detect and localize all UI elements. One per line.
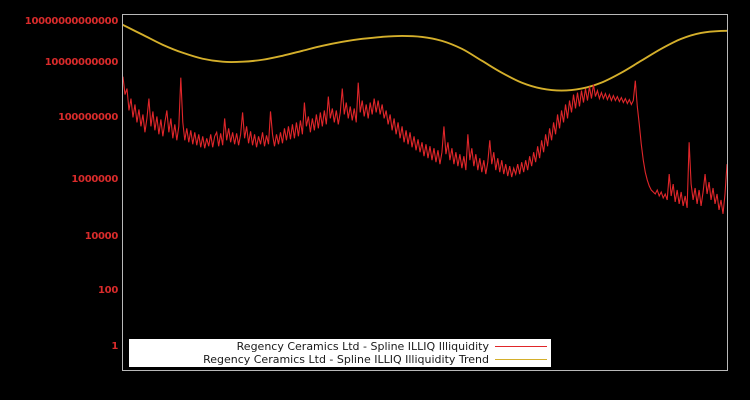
y-tick-label: 10000000000000 [24,16,119,27]
legend-label-trend: Regency Ceramics Ltd - Spline ILLIQ Illi… [203,352,489,366]
chart-legend: Regency Ceramics Ltd - Spline ILLIQ Illi… [128,338,552,368]
plot-area [122,14,728,371]
line-swatch-series-icon [495,346,547,347]
legend-label-series: Regency Ceramics Ltd - Spline ILLIQ Illi… [236,339,489,353]
y-tick-label: 10000000000 [44,57,119,68]
y-tick-label: 100000000 [58,112,118,123]
legend-entry: Regency Ceramics Ltd - Spline ILLIQ Illi… [133,353,547,366]
trend-line [123,23,727,92]
y-tick-label: 10000 [84,231,119,242]
y-tick-label: 1 [111,341,118,352]
legend-entry: Regency Ceramics Ltd - Spline ILLIQ Illi… [133,340,547,353]
y-tick-label: 1000000 [71,174,118,185]
chart-canvas [123,23,727,214]
series-line [123,76,727,214]
line-swatch-trend-icon [495,359,547,360]
y-tick-label: 100 [98,285,118,296]
